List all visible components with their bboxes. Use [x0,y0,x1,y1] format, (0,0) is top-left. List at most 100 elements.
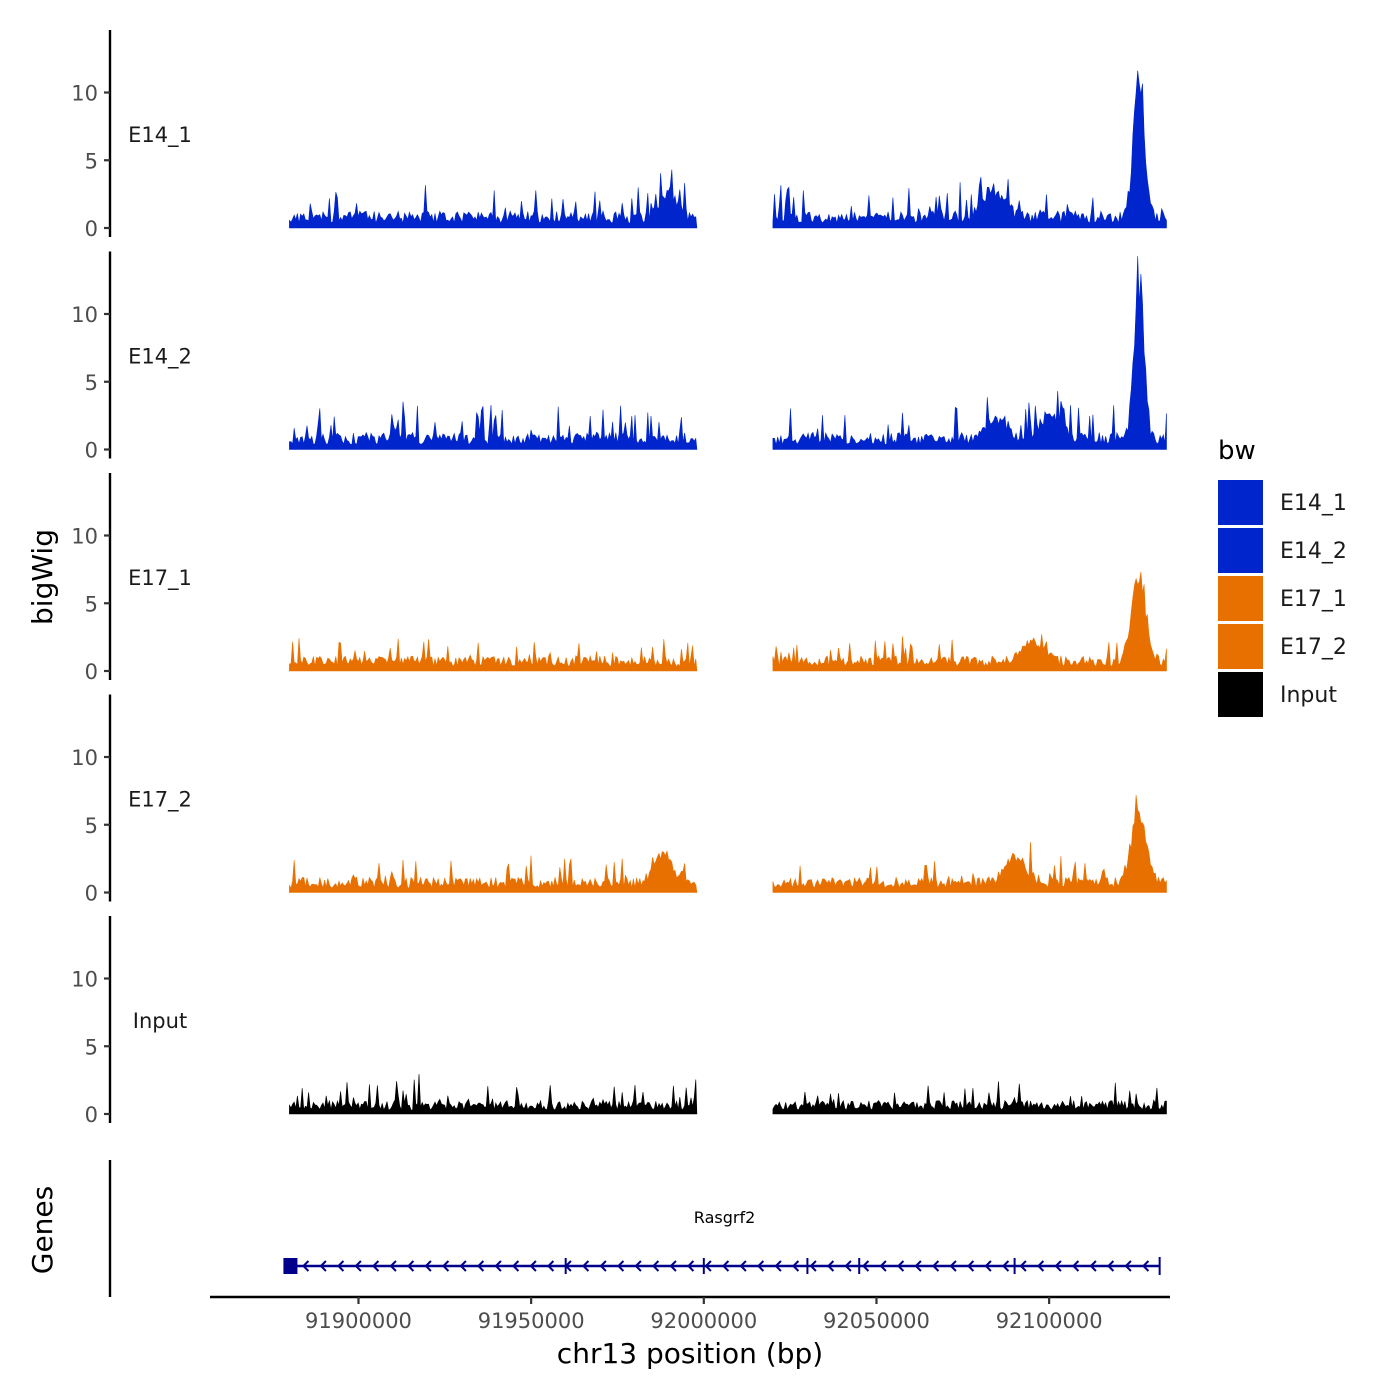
strand-arrow [459,1260,467,1272]
strand-arrow [424,1260,432,1272]
track-e17-1: 0 5 10 E17_1 [71,473,1167,684]
track-e14-2: 0 5 10 E14_2 [71,251,1167,463]
track-label: E14_1 [128,123,192,148]
strand-arrow [984,1260,992,1272]
strand-arrow [547,1260,555,1272]
y-tick-label: 0 [85,660,98,684]
genes-axis-title: Genes [26,1186,59,1274]
strand-arrow [1037,1260,1045,1272]
strand-arrow [757,1260,765,1272]
strand-arrow [1142,1260,1150,1272]
strand-arrow [529,1260,537,1272]
gene-track: Rasgrf2 [108,1160,1161,1297]
strand-arrow [1072,1260,1080,1272]
strand-arrow [669,1260,677,1272]
strand-arrow [897,1260,905,1272]
y-tick-label: 0 [85,882,98,906]
strand-arrow [319,1260,327,1272]
strand-arrow [494,1260,502,1272]
signal-area [289,401,698,450]
legend-swatch [1218,672,1263,717]
signal-area [772,1081,1167,1115]
y-tick-label: 10 [71,303,98,327]
x-axis: 91900000 91950000 92000000 92050000 92100000 [210,1295,1170,1333]
track-e14-1: 0 5 10 E14_1 [71,30,1167,241]
strand-arrow [582,1260,590,1272]
strand-arrow [914,1260,922,1272]
strand-arrow [862,1260,870,1272]
gene-exon [283,1258,298,1274]
track-label: E14_2 [128,345,192,370]
strand-arrow [774,1260,782,1272]
y-tick-label: 10 [71,525,98,549]
y-tick-label: 5 [85,371,98,395]
strand-arrow [372,1260,380,1272]
signal-area [289,849,698,893]
strand-arrow [337,1260,345,1272]
strand-arrow [302,1260,310,1272]
strand-arrow [617,1260,625,1272]
strand-arrow [477,1260,485,1272]
strand-arrow [1124,1260,1132,1272]
x-tick-label: 92050000 [823,1309,930,1333]
strand-arrow [1089,1260,1097,1272]
strand-arrow [949,1260,957,1272]
strand-arrow [809,1260,817,1272]
strand-arrow [687,1260,695,1272]
strand-arrow [512,1260,520,1272]
strand-arrow [1107,1260,1115,1272]
x-axis-title: chr13 position (bp) [557,1337,823,1370]
legend-label: Input [1280,683,1337,708]
legend-label: E14_1 [1280,491,1347,516]
signal-area [289,169,698,229]
track-e17-2: 0 5 10 E17_2 [71,694,1167,906]
legend-label: E17_1 [1280,587,1347,612]
y-tick-label: 10 [71,746,98,770]
y-tick-label: 10 [71,82,98,106]
track-label: E17_1 [128,566,192,591]
signal-area [772,571,1167,672]
signal-area [772,256,1167,450]
x-tick-label: 91900000 [305,1309,412,1333]
strand-arrow [1019,1260,1027,1272]
y-tick-label: 5 [85,1035,98,1059]
y-tick-label: 5 [85,592,98,616]
strand-arrow [634,1260,642,1272]
y-tick-label: 5 [85,814,98,838]
strand-arrow [1054,1260,1062,1272]
strand-arrow [932,1260,940,1272]
strand-arrow [792,1260,800,1272]
legend-swatch [1218,624,1263,669]
track-label: E17_2 [128,788,192,813]
strand-arrow [1002,1260,1010,1272]
track-label: Input [133,1009,187,1033]
strand-arrow [967,1260,975,1272]
legend-title: bw [1218,436,1256,466]
y-tick-label: 10 [71,968,98,992]
legend-label: E14_2 [1280,539,1347,564]
strand-arrow [739,1260,747,1272]
legend: bw E14_1 E14_2 E17_1 E17_2 Input [1218,436,1347,717]
legend-swatch [1218,528,1263,573]
track-input: 0 5 10 Input [71,916,1167,1127]
y-tick-label: 0 [85,1103,98,1127]
strand-arrow [599,1260,607,1272]
strand-arrow [704,1260,712,1272]
y-tick-label: 0 [85,217,98,241]
strand-arrow [722,1260,730,1272]
strand-arrow [389,1260,397,1272]
signal-area [289,638,698,672]
signal-area [289,1074,698,1115]
legend-swatch [1218,576,1263,621]
strand-arrow [442,1260,450,1272]
y-axis-title: bigWig [26,529,59,625]
x-tick-label: 91950000 [478,1309,585,1333]
strand-arrow [652,1260,660,1272]
y-tick-label: 5 [85,149,98,173]
x-tick-label: 92100000 [996,1309,1103,1333]
y-tick-label: 0 [85,439,98,463]
tracks-layer: 0 5 10 E14_1 0 5 10 E14_2 0 5 10 E17_1 0 5 10 E17_2 0 5 10… [71,30,1167,1127]
x-tick-label: 92000000 [650,1309,757,1333]
legend-swatch [1218,480,1263,525]
